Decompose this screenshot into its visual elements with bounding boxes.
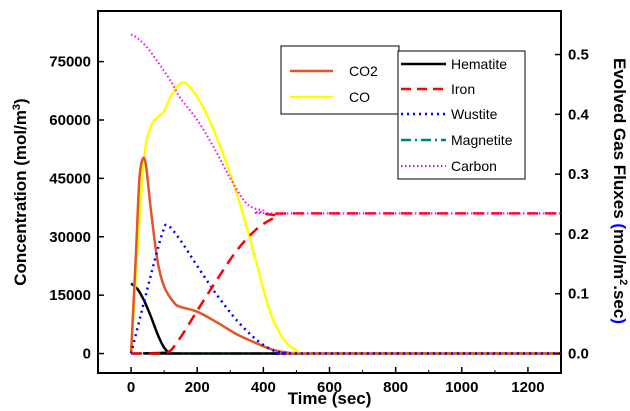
y-right-title-paren-close: ) [610,318,629,324]
x-tick-label: 1200 [511,379,544,396]
y-left-title-sup: 3 [11,104,23,110]
legend-gas-box [280,45,400,115]
series-line-wustite [129,223,561,355]
series-line-co [129,81,561,355]
legend-label-magnetite: Magnetite [451,132,513,148]
series-line-co2 [129,156,561,355]
y-right-tick-label: 0.3 [568,166,589,183]
legend-label-iron: Iron [451,81,475,97]
legend-gas: CO2 CO [280,45,400,115]
y-left-axis-title: Concentration (mol/m3) [11,98,30,285]
series-layer [129,33,561,355]
x-tick-label: 800 [383,379,408,396]
y-right-title-unit-a: mol/m [610,229,629,279]
legend-solids: Hematite Iron Wustite Magnetite Carbon [397,50,526,180]
y-right-tick-label: 0.5 [568,47,589,64]
y-right-tick-label: 0.0 [568,346,589,363]
legend-label-co: CO [349,89,370,105]
legend-label-wustite: Wustite [451,106,498,122]
x-tick-label: 200 [185,379,210,396]
y-left-tick-label: 0 [83,346,91,363]
ticks-layer: 0 200 400 600 800 1000 1200 0 15000 30000 45000 600… [49,47,589,396]
y-right-tick-label: 0.1 [568,286,589,303]
y-left-tick-label: 45000 [49,170,91,187]
x-tick-label: 1000 [445,379,478,396]
y-left-tick-label: 60000 [49,112,91,129]
series-line-iron [131,212,561,355]
y-right-title-main: Evolved Gas Fluxes [610,58,629,223]
legend-label-carbon: Carbon [451,158,497,174]
y-left-tick-label: 15000 [49,287,91,304]
y-right-title-sup: 2 [617,279,629,285]
y-left-title-main: Concentration (mol/m [11,110,30,286]
x-tick-label: 600 [317,379,342,396]
x-axis-title: Time (sec) [288,389,372,408]
legend-label-co2: CO2 [349,63,378,79]
x-tick-label: 0 [127,379,135,396]
y-left-title-tail: ) [11,98,30,104]
legend-label-hematite: Hematite [451,56,507,72]
y-right-tick-label: 0.2 [568,226,589,243]
y-right-axis-title: Evolved Gas Fluxes (mol/m2.sec) [610,58,629,324]
y-right-title-paren-open: ( [610,223,629,229]
y-right-tick-label: 0.4 [568,106,590,123]
y-left-tick-label: 75000 [49,54,91,71]
y-right-title-unit-b: .sec [610,285,629,318]
y-left-tick-label: 30000 [49,229,91,246]
x-tick-label: 400 [251,379,276,396]
series-line-hematite [130,282,561,355]
